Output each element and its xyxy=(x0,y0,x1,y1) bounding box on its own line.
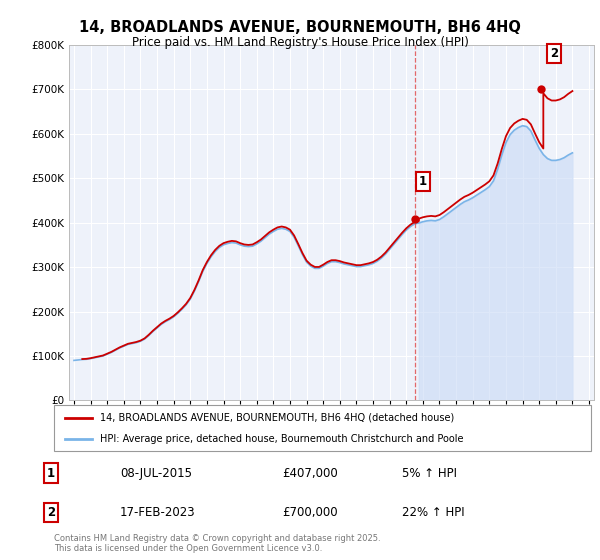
Text: 14, BROADLANDS AVENUE, BOURNEMOUTH, BH6 4HQ: 14, BROADLANDS AVENUE, BOURNEMOUTH, BH6 … xyxy=(79,20,521,35)
Text: 08-JUL-2015: 08-JUL-2015 xyxy=(120,466,192,480)
Text: 1: 1 xyxy=(47,466,55,480)
Text: Contains HM Land Registry data © Crown copyright and database right 2025.
This d: Contains HM Land Registry data © Crown c… xyxy=(54,534,380,553)
Text: 1: 1 xyxy=(419,175,427,188)
Text: £700,000: £700,000 xyxy=(282,506,338,519)
Text: £407,000: £407,000 xyxy=(282,466,338,480)
Text: 14, BROADLANDS AVENUE, BOURNEMOUTH, BH6 4HQ (detached house): 14, BROADLANDS AVENUE, BOURNEMOUTH, BH6 … xyxy=(100,413,454,423)
Text: 2: 2 xyxy=(47,506,55,519)
Text: Price paid vs. HM Land Registry's House Price Index (HPI): Price paid vs. HM Land Registry's House … xyxy=(131,36,469,49)
Text: 2: 2 xyxy=(550,47,559,60)
Text: 22% ↑ HPI: 22% ↑ HPI xyxy=(402,506,464,519)
Text: 17-FEB-2023: 17-FEB-2023 xyxy=(120,506,196,519)
Text: 5% ↑ HPI: 5% ↑ HPI xyxy=(402,466,457,480)
Text: HPI: Average price, detached house, Bournemouth Christchurch and Poole: HPI: Average price, detached house, Bour… xyxy=(100,435,463,444)
FancyBboxPatch shape xyxy=(54,405,591,451)
